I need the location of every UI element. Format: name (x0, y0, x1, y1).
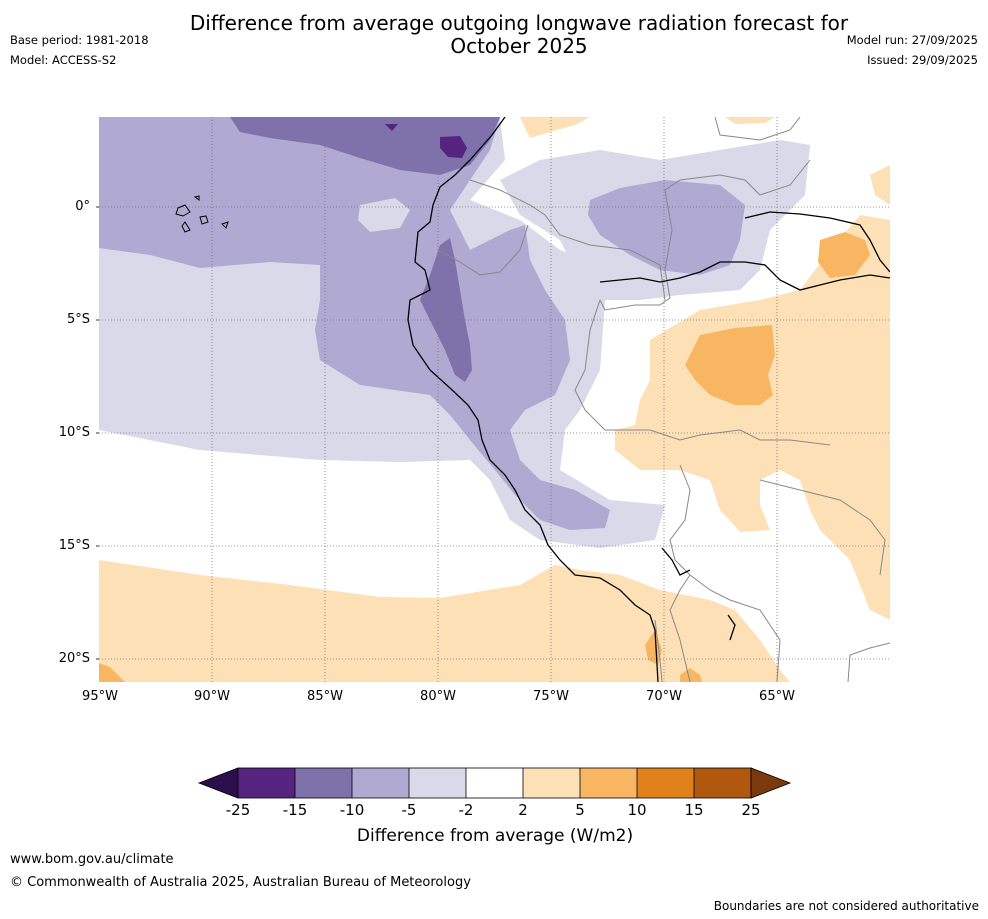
anomaly-neg10-neg5-main (99, 117, 610, 530)
anomaly-neg25-neg15-small (385, 124, 398, 131)
model-name: Model: ACCESS-S2 (10, 53, 117, 67)
grid-lines (99, 117, 890, 682)
title-line-2: October 2025 (450, 34, 588, 58)
colorbar-swatch-neg25-neg15 (238, 768, 295, 798)
coastline (407, 117, 890, 682)
colorbar (197, 767, 792, 799)
anomaly-neg5-galapagos-gap (358, 198, 410, 232)
lat-label-15s: 15°S (58, 538, 90, 553)
anomaly-pos5-pos10-ne (818, 232, 870, 278)
anomaly-pos2-pos5-northeast (870, 165, 890, 205)
map-area (99, 117, 890, 682)
colorbar-tick: 25 (741, 801, 761, 819)
colorbar-outline (237, 767, 752, 799)
lat-label-10s: 10°S (58, 425, 90, 440)
boundary-disclaimer: Boundaries are not considered authoritat… (713, 899, 979, 913)
anomaly-pos5-pos10-south2 (680, 668, 702, 682)
colorbar-tick: -15 (282, 801, 308, 819)
lon-label-65w: 65°W (759, 689, 795, 704)
colorbar-swatch-neg2-pos2 (466, 768, 523, 798)
issued-date: Issued: 29/09/2025 (867, 53, 978, 67)
lat-label-0: 0° (75, 199, 90, 214)
colorbar-swatch-neg10-neg5 (352, 768, 409, 798)
colorbar-swatch-pos15-pos25 (694, 768, 751, 798)
colorbar-tick: -25 (225, 801, 251, 819)
lat-label-5s: 5°S (66, 312, 90, 327)
lon-label-85w: 85°W (307, 689, 343, 704)
colorbar-title: Difference from average (W/m2) (356, 826, 634, 846)
anomaly-pos5-pos10-east (685, 325, 775, 405)
website-link[interactable]: www.bom.gov.au/climate (10, 852, 174, 867)
copyright-text: © Commonwealth of Australia 2025, Austra… (10, 875, 471, 890)
anomaly-pos2-pos5-top2 (725, 117, 775, 124)
colorbar-tick: 15 (684, 801, 704, 819)
anomaly-pos2-pos5-south (99, 560, 790, 682)
anomaly-pos2-pos5-top (520, 117, 590, 138)
anomaly-neg25-neg15-spot (440, 136, 467, 158)
colorbar-dividers (294, 768, 695, 798)
country-borders (437, 117, 890, 682)
colorbar-extend-low (197, 767, 239, 799)
anomaly-neg15-neg10-coast (420, 238, 472, 382)
colorbar-tick: -10 (339, 801, 365, 819)
meta-left: Base period: 1981-2018 Model: ACCESS-S2 (10, 30, 149, 70)
anomaly-pos5-pos10-southwest (99, 663, 125, 682)
chart-title: Difference from average outgoing longwav… (150, 12, 888, 58)
colorbar-swatch-pos5-pos10 (580, 768, 637, 798)
colorbar-tick: -2 (458, 801, 474, 819)
colorbar-swatch-pos10-pos15 (637, 768, 694, 798)
axis-ticks (96, 206, 99, 660)
galapagos-islands (175, 195, 229, 233)
colorbar-swatch-neg5-neg2 (409, 768, 466, 798)
colorbar-tick: 5 (575, 801, 585, 819)
lon-label-80w: 80°W (420, 689, 456, 704)
title-line-1: Difference from average outgoing longwav… (189, 11, 849, 35)
colorbar-tick: 10 (627, 801, 647, 819)
anomaly-neg15-neg10-north (230, 117, 500, 175)
lon-label-95w: 95°W (82, 689, 118, 704)
base-period: Base period: 1981-2018 (10, 33, 149, 47)
anomaly-pos2-pos5-east (615, 215, 890, 620)
lat-label-20s: 20°S (58, 651, 90, 666)
colorbar-swatch-pos2-pos5 (523, 768, 580, 798)
meta-right: Model run: 27/09/2025 Issued: 29/09/2025 (847, 30, 978, 70)
lon-label-70w: 70°W (646, 689, 682, 704)
colorbar-swatch-neg15-neg10 (295, 768, 352, 798)
colorbar-extend-high (750, 767, 792, 799)
lon-label-75w: 75°W (533, 689, 569, 704)
anomaly-neg10-neg5-amazon (588, 180, 745, 275)
model-run: Model run: 27/09/2025 (846, 33, 978, 47)
colorbar-tick: -5 (401, 801, 417, 819)
colorbar-tick: 2 (518, 801, 528, 819)
lon-label-90w: 90°W (194, 689, 230, 704)
